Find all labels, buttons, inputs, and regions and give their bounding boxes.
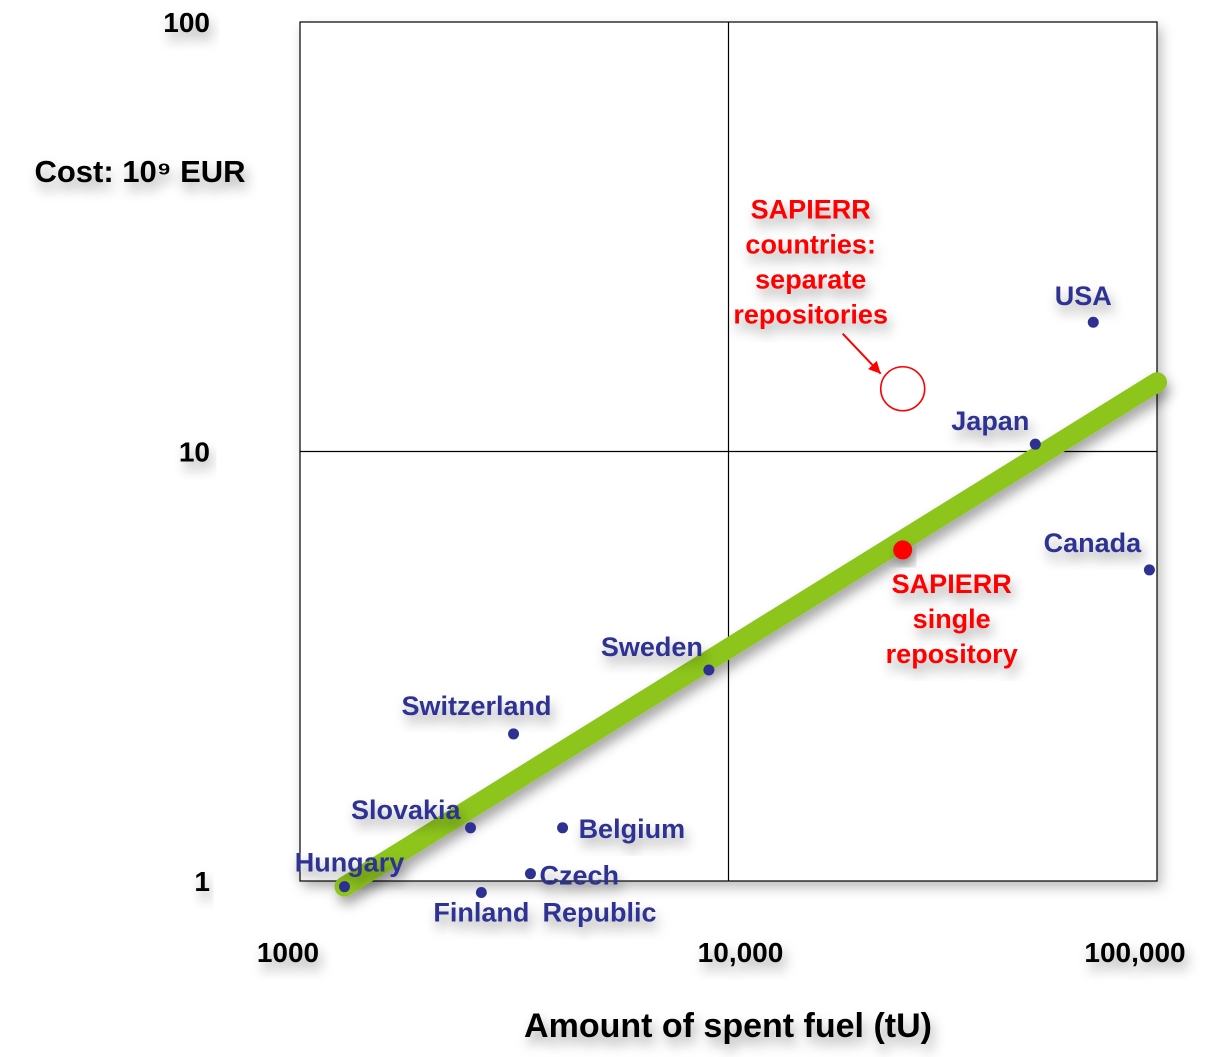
point-sapierr-separate: [879, 365, 926, 412]
label-sapierr-separate-line2: countries:: [745, 230, 876, 260]
point-belgium: [557, 822, 569, 834]
x-tick-100000: 100,000: [1084, 937, 1185, 968]
label-switzerland: Switzerland: [402, 691, 552, 721]
label-usa: USA: [1055, 281, 1112, 311]
trend-line-group: [334, 372, 1167, 897]
point-slovakia: [465, 822, 477, 834]
point-sweden: [703, 664, 715, 676]
label-sapierr-single-line3: repository: [886, 639, 1018, 669]
point-hungary: [338, 881, 350, 893]
grid-lines: [300, 22, 1157, 881]
label-japan: Japan: [951, 406, 1029, 436]
label-belgium: Belgium: [579, 814, 686, 844]
tick-labels: 1 10 100 1000 10,000 100,000: [163, 7, 1185, 968]
label-sapierr-single-line1: SAPIERR: [892, 569, 1012, 599]
label-czech-republic-line1: Czech: [539, 861, 619, 891]
trend-line: [334, 372, 1167, 897]
label-czech-republic-line2: Republic: [542, 898, 656, 928]
point-usa: [1087, 316, 1099, 328]
x-tick-10000: 10,000: [698, 937, 784, 968]
point-czech-republic: [524, 868, 536, 880]
point-canada: [1143, 564, 1155, 576]
x-tick-1000: 1000: [257, 937, 319, 968]
point-labels: Hungary Finland Czech Republic Slovakia Belgi…: [295, 195, 1142, 928]
data-points: [338, 316, 1155, 899]
label-finland: Finland: [433, 898, 529, 928]
label-sapierr-separate-line3: separate: [755, 265, 866, 295]
y-tick-100: 100: [163, 7, 210, 38]
point-finland: [475, 887, 487, 899]
arrowhead-sapierr-separate: [868, 360, 881, 374]
x-axis-title: Amount of spent fuel (tU): [524, 1007, 932, 1045]
point-sapierr-single: [893, 540, 913, 560]
label-sapierr-separate-line1: SAPIERR: [751, 195, 871, 225]
y-tick-10: 10: [179, 437, 210, 468]
label-canada: Canada: [1044, 528, 1143, 558]
axis-titles: Amount of spent fuel (tU) Cost: 10⁹ EUR: [34, 154, 932, 1045]
label-sapierr-single-line2: single: [913, 604, 991, 634]
point-japan: [1029, 438, 1041, 450]
label-slovakia: Slovakia: [351, 795, 462, 825]
label-sapierr-separate-line4: repositories: [733, 300, 888, 330]
label-hungary: Hungary: [295, 848, 405, 878]
label-sweden: Sweden: [601, 632, 703, 662]
y-tick-1: 1: [194, 866, 210, 897]
point-switzerland: [508, 728, 520, 740]
y-axis-title: Cost: 10⁹ EUR: [34, 154, 245, 189]
